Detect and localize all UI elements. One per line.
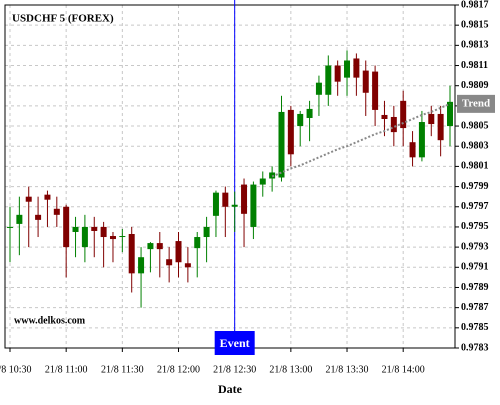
x-tick-label: 21/8 13:30 xyxy=(325,364,368,375)
candle-body xyxy=(241,184,248,214)
y-tick-label: 0.9813 xyxy=(461,40,489,51)
candle-body xyxy=(334,65,341,82)
candle-body xyxy=(109,236,116,240)
candle-body xyxy=(212,192,219,216)
event-label: Event xyxy=(220,336,250,350)
candle-body xyxy=(72,226,79,232)
candle-body xyxy=(418,122,425,158)
x-axis-title: Date xyxy=(218,382,243,396)
y-tick-label: 0.9793 xyxy=(461,241,489,252)
x-tick-label: 21/8 11:00 xyxy=(45,364,88,375)
y-tick-label: 0.9787 xyxy=(461,302,489,313)
candle-body xyxy=(25,196,32,202)
candle-body xyxy=(147,243,154,250)
candle-body xyxy=(100,226,107,238)
candle-body xyxy=(287,109,294,155)
y-tick-label: 0.9801 xyxy=(461,161,489,172)
candle-body xyxy=(231,204,238,207)
chart-title: USDCHF 5 (FOREX) xyxy=(12,13,114,25)
candle-body xyxy=(175,241,182,263)
y-tick-label: 0.9815 xyxy=(461,19,489,30)
candle-body xyxy=(81,226,88,248)
y-tick-label: 0.9811 xyxy=(461,60,488,71)
candle-body xyxy=(63,206,70,248)
y-tick-label: 0.9805 xyxy=(461,120,489,131)
candle-body xyxy=(194,237,201,249)
candle-body xyxy=(306,108,313,118)
trend-label-box xyxy=(457,94,495,113)
candle-body xyxy=(297,113,304,127)
candle-body xyxy=(250,184,257,227)
candle-body xyxy=(156,243,163,250)
candle-body xyxy=(91,226,98,231)
y-tick-label: 0.9803 xyxy=(461,141,489,152)
event-label-box xyxy=(214,331,255,355)
candle-body xyxy=(166,259,173,266)
candle-body xyxy=(128,234,135,274)
candle-body xyxy=(203,226,210,238)
y-tick-label: 0.9789 xyxy=(461,282,489,293)
y-tick-label: 0.9791 xyxy=(461,262,489,273)
candle-body xyxy=(278,111,285,178)
candle-body xyxy=(409,142,416,158)
x-tick-label: 21/8 14:00 xyxy=(382,364,425,375)
trend-label: Trend xyxy=(462,97,490,109)
candle-body xyxy=(35,214,42,220)
y-tick-label: 0.9799 xyxy=(461,181,489,192)
candle-body xyxy=(353,58,360,78)
candle-body xyxy=(315,82,322,95)
candle-body xyxy=(222,192,229,207)
candle-body xyxy=(184,263,191,268)
x-tick-label: 21/8 13:00 xyxy=(269,364,312,375)
candle-body xyxy=(344,60,351,78)
candle-body xyxy=(44,194,51,200)
y-tick-label: 0.9809 xyxy=(461,80,489,91)
x-tick-label: 21/8 11:30 xyxy=(101,364,144,375)
candle-body xyxy=(372,71,379,110)
y-tick-label: 0.9817 xyxy=(461,0,489,10)
candle-body xyxy=(447,101,453,127)
y-tick-label: 0.9783 xyxy=(461,342,489,353)
x-tick-label: 21/8 12:00 xyxy=(157,364,200,375)
candle-body xyxy=(381,114,388,119)
x-tick-label: 21/8 12:30 xyxy=(213,364,256,375)
candle-body xyxy=(138,257,145,274)
watermark: www.delkos.com xyxy=(14,315,86,326)
candle-body xyxy=(390,116,397,133)
candle-body xyxy=(428,113,435,125)
candle-body xyxy=(16,214,23,224)
candle-body xyxy=(400,100,407,129)
y-tick-label: 0.9795 xyxy=(461,221,489,232)
y-tick-label: 0.9785 xyxy=(461,322,489,333)
candle-body xyxy=(437,113,444,141)
candle-body xyxy=(325,65,332,95)
x-tick-label: 21/8 10:30 xyxy=(0,364,32,375)
candle-body xyxy=(119,236,126,238)
candle-body xyxy=(7,226,13,228)
candle-body xyxy=(53,208,60,215)
candle-body xyxy=(259,178,266,185)
trend-line xyxy=(271,102,451,178)
candle-body xyxy=(362,70,369,93)
y-tick-label: 0.9797 xyxy=(461,201,489,212)
